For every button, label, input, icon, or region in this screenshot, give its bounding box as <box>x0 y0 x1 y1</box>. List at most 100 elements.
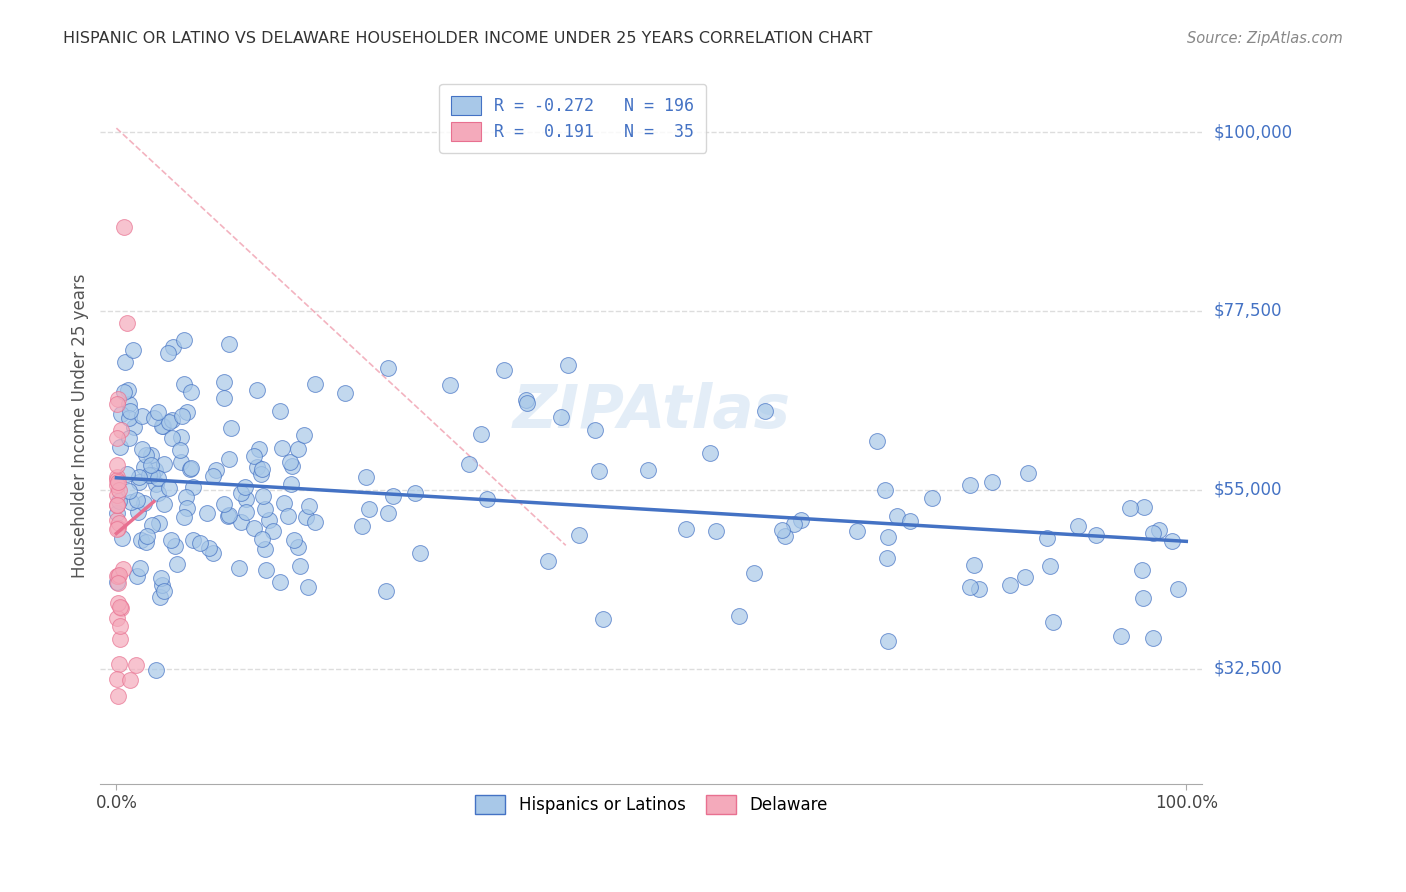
Point <box>128 470 150 484</box>
Point <box>146 486 169 500</box>
Point <box>588 464 610 478</box>
Point <box>152 418 174 433</box>
Point <box>131 442 153 456</box>
Point <box>107 569 129 583</box>
Text: ZIPAtlas: ZIPAtlas <box>512 383 790 442</box>
Point <box>173 510 195 524</box>
Point <box>1142 631 1164 645</box>
Point <box>149 571 172 585</box>
Point <box>134 496 156 510</box>
Point <box>865 434 887 448</box>
Point <box>114 355 136 369</box>
Point <box>1167 582 1189 596</box>
Point <box>202 546 225 560</box>
Point <box>278 454 301 468</box>
Y-axis label: Householder Income Under 25 years: Householder Income Under 25 years <box>72 274 89 578</box>
Point <box>1042 615 1064 629</box>
Point <box>877 530 900 544</box>
Point <box>112 220 135 235</box>
Point <box>408 546 430 560</box>
Point <box>1130 563 1153 577</box>
Point <box>107 513 129 527</box>
Point <box>243 449 266 463</box>
Point <box>124 657 146 672</box>
Point <box>136 529 159 543</box>
Point <box>107 596 129 610</box>
Point <box>118 431 141 445</box>
Point <box>886 509 908 524</box>
Text: $32,500: $32,500 <box>1213 659 1282 678</box>
Point <box>118 410 141 425</box>
Point <box>107 494 129 508</box>
Point <box>159 533 181 548</box>
Point <box>287 540 309 554</box>
Point <box>149 591 172 605</box>
Point <box>980 475 1002 490</box>
Point <box>201 468 224 483</box>
Point <box>515 393 537 408</box>
Point <box>120 404 142 418</box>
Point <box>233 480 256 494</box>
Point <box>728 608 751 623</box>
Point <box>148 516 170 530</box>
Point <box>156 345 179 359</box>
Point <box>107 483 129 497</box>
Point <box>229 486 252 500</box>
Point <box>217 509 239 524</box>
Point <box>568 528 591 542</box>
Point <box>254 563 277 577</box>
Point <box>139 458 162 473</box>
Point <box>1109 629 1132 643</box>
Point <box>537 554 560 568</box>
Point <box>246 384 269 398</box>
Point <box>304 515 326 529</box>
Point <box>998 578 1021 592</box>
Point <box>352 518 374 533</box>
Point <box>295 510 318 524</box>
Point <box>235 505 257 519</box>
Point <box>188 536 211 550</box>
Point <box>218 508 240 523</box>
Point <box>298 499 321 513</box>
Point <box>107 523 129 537</box>
Point <box>131 409 153 423</box>
Point <box>145 463 167 477</box>
Point <box>1160 533 1182 548</box>
Point <box>108 632 131 647</box>
Point <box>704 524 727 539</box>
Point <box>1133 500 1156 515</box>
Text: HISPANIC OR LATINO VS DELAWARE HOUSEHOLDER INCOME UNDER 25 YEARS CORRELATION CHA: HISPANIC OR LATINO VS DELAWARE HOUSEHOLD… <box>63 31 873 46</box>
Point <box>297 580 319 594</box>
Point <box>212 375 235 389</box>
Point <box>141 467 163 482</box>
Point <box>262 524 284 539</box>
Point <box>176 405 198 419</box>
Point <box>287 442 309 457</box>
Point <box>357 502 380 516</box>
Point <box>963 558 986 572</box>
Point <box>129 561 152 575</box>
Point <box>959 477 981 491</box>
Point <box>107 488 129 502</box>
Point <box>152 584 174 599</box>
Point <box>110 601 132 615</box>
Point <box>107 473 129 487</box>
Point <box>108 516 131 530</box>
Point <box>129 533 152 548</box>
Point <box>249 467 271 481</box>
Point <box>377 506 399 520</box>
Point <box>107 392 129 406</box>
Point <box>107 475 129 489</box>
Point <box>231 515 253 529</box>
Point <box>439 378 461 392</box>
Point <box>180 461 202 475</box>
Point <box>235 491 257 506</box>
Point <box>107 672 129 686</box>
Point <box>173 333 195 347</box>
Point <box>875 483 897 497</box>
Point <box>107 506 129 520</box>
Point <box>1066 518 1088 533</box>
Point <box>105 574 128 589</box>
Point <box>1036 531 1059 545</box>
Point <box>108 568 131 582</box>
